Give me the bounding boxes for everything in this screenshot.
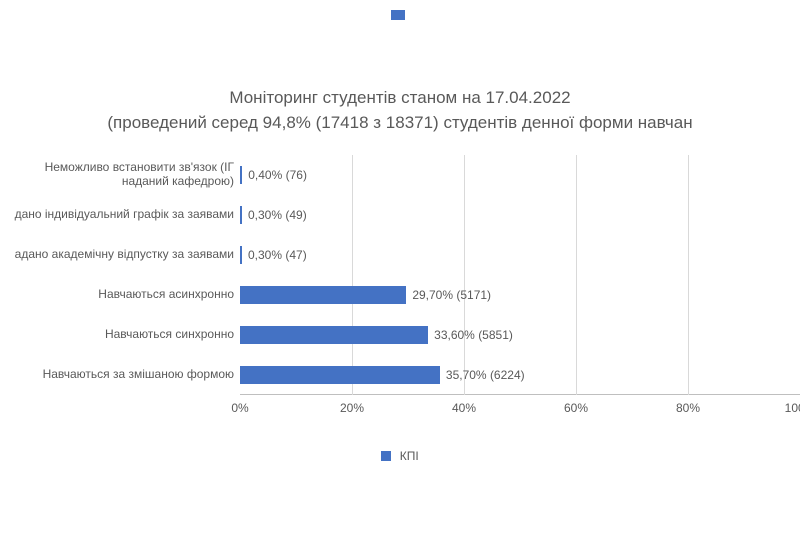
x-tick-label: 80% <box>676 395 700 415</box>
x-tick-label: 0% <box>231 395 248 415</box>
y-axis-label: Неможливо встановити зв'язок (ІГ наданий… <box>6 161 240 189</box>
bar-row: Навчаються асинхронно29,70% (5171) <box>240 275 800 315</box>
y-axis-label: дано індивідуальний графік за заявами <box>6 208 240 222</box>
bar: 0,40% (76) <box>240 166 242 184</box>
bar-value-label: 29,70% (5171) <box>406 288 491 302</box>
x-tick-label: 60% <box>564 395 588 415</box>
plot-region: 0%20%40%60%80%100%Неможливо встановити з… <box>240 155 800 395</box>
x-tick-label: 40% <box>452 395 476 415</box>
x-tick-label: 100% <box>785 395 800 415</box>
y-axis-label: адано академічну відпустку за заявами <box>6 248 240 262</box>
legend-top-swatch <box>391 10 405 20</box>
y-axis-label: Навчаються за змішаною формою <box>6 368 240 382</box>
bar: 0,30% (47) <box>240 246 242 264</box>
y-axis-label: Навчаються асинхронно <box>6 288 240 302</box>
legend-top <box>0 0 800 30</box>
bar: 35,70% (6224) <box>240 366 440 384</box>
bar-value-label: 0,30% (49) <box>242 208 307 222</box>
bar-value-label: 0,40% (76) <box>242 168 307 182</box>
bar: 33,60% (5851) <box>240 326 428 344</box>
bar-value-label: 35,70% (6224) <box>440 368 525 382</box>
chart-area: 0% 20% 40% 60% 80% 100% Неможливо встановити з… <box>0 155 800 465</box>
chart-title-line2: (проведений серед 94,8% (17418 з 18371) … <box>10 111 790 136</box>
bar-row: дано індивідуальний графік за заявами0,3… <box>240 195 800 235</box>
bar: 0,30% (49) <box>240 206 242 224</box>
bar-value-label: 33,60% (5851) <box>428 328 513 342</box>
y-axis-label: Навчаються синхронно <box>6 328 240 342</box>
legend-bottom-label: КПІ <box>400 449 419 463</box>
bar-row: Неможливо встановити зв'язок (ІГ наданий… <box>240 155 800 195</box>
bar-row: Навчаються за змішаною формою35,70% (622… <box>240 355 800 395</box>
chart-title-line1: Моніторинг студентів станом на 17.04.202… <box>10 86 790 111</box>
bar-row: Навчаються синхронно33,60% (5851) <box>240 315 800 355</box>
legend-bottom: КПІ <box>0 447 800 465</box>
bar-row: адано академічну відпустку за заявами0,3… <box>240 235 800 275</box>
bar-value-label: 0,30% (47) <box>242 248 307 262</box>
x-tick-label: 20% <box>340 395 364 415</box>
bar: 29,70% (5171) <box>240 286 406 304</box>
legend-bottom-swatch <box>381 451 391 461</box>
chart-title: Моніторинг студентів станом на 17.04.202… <box>0 30 800 135</box>
